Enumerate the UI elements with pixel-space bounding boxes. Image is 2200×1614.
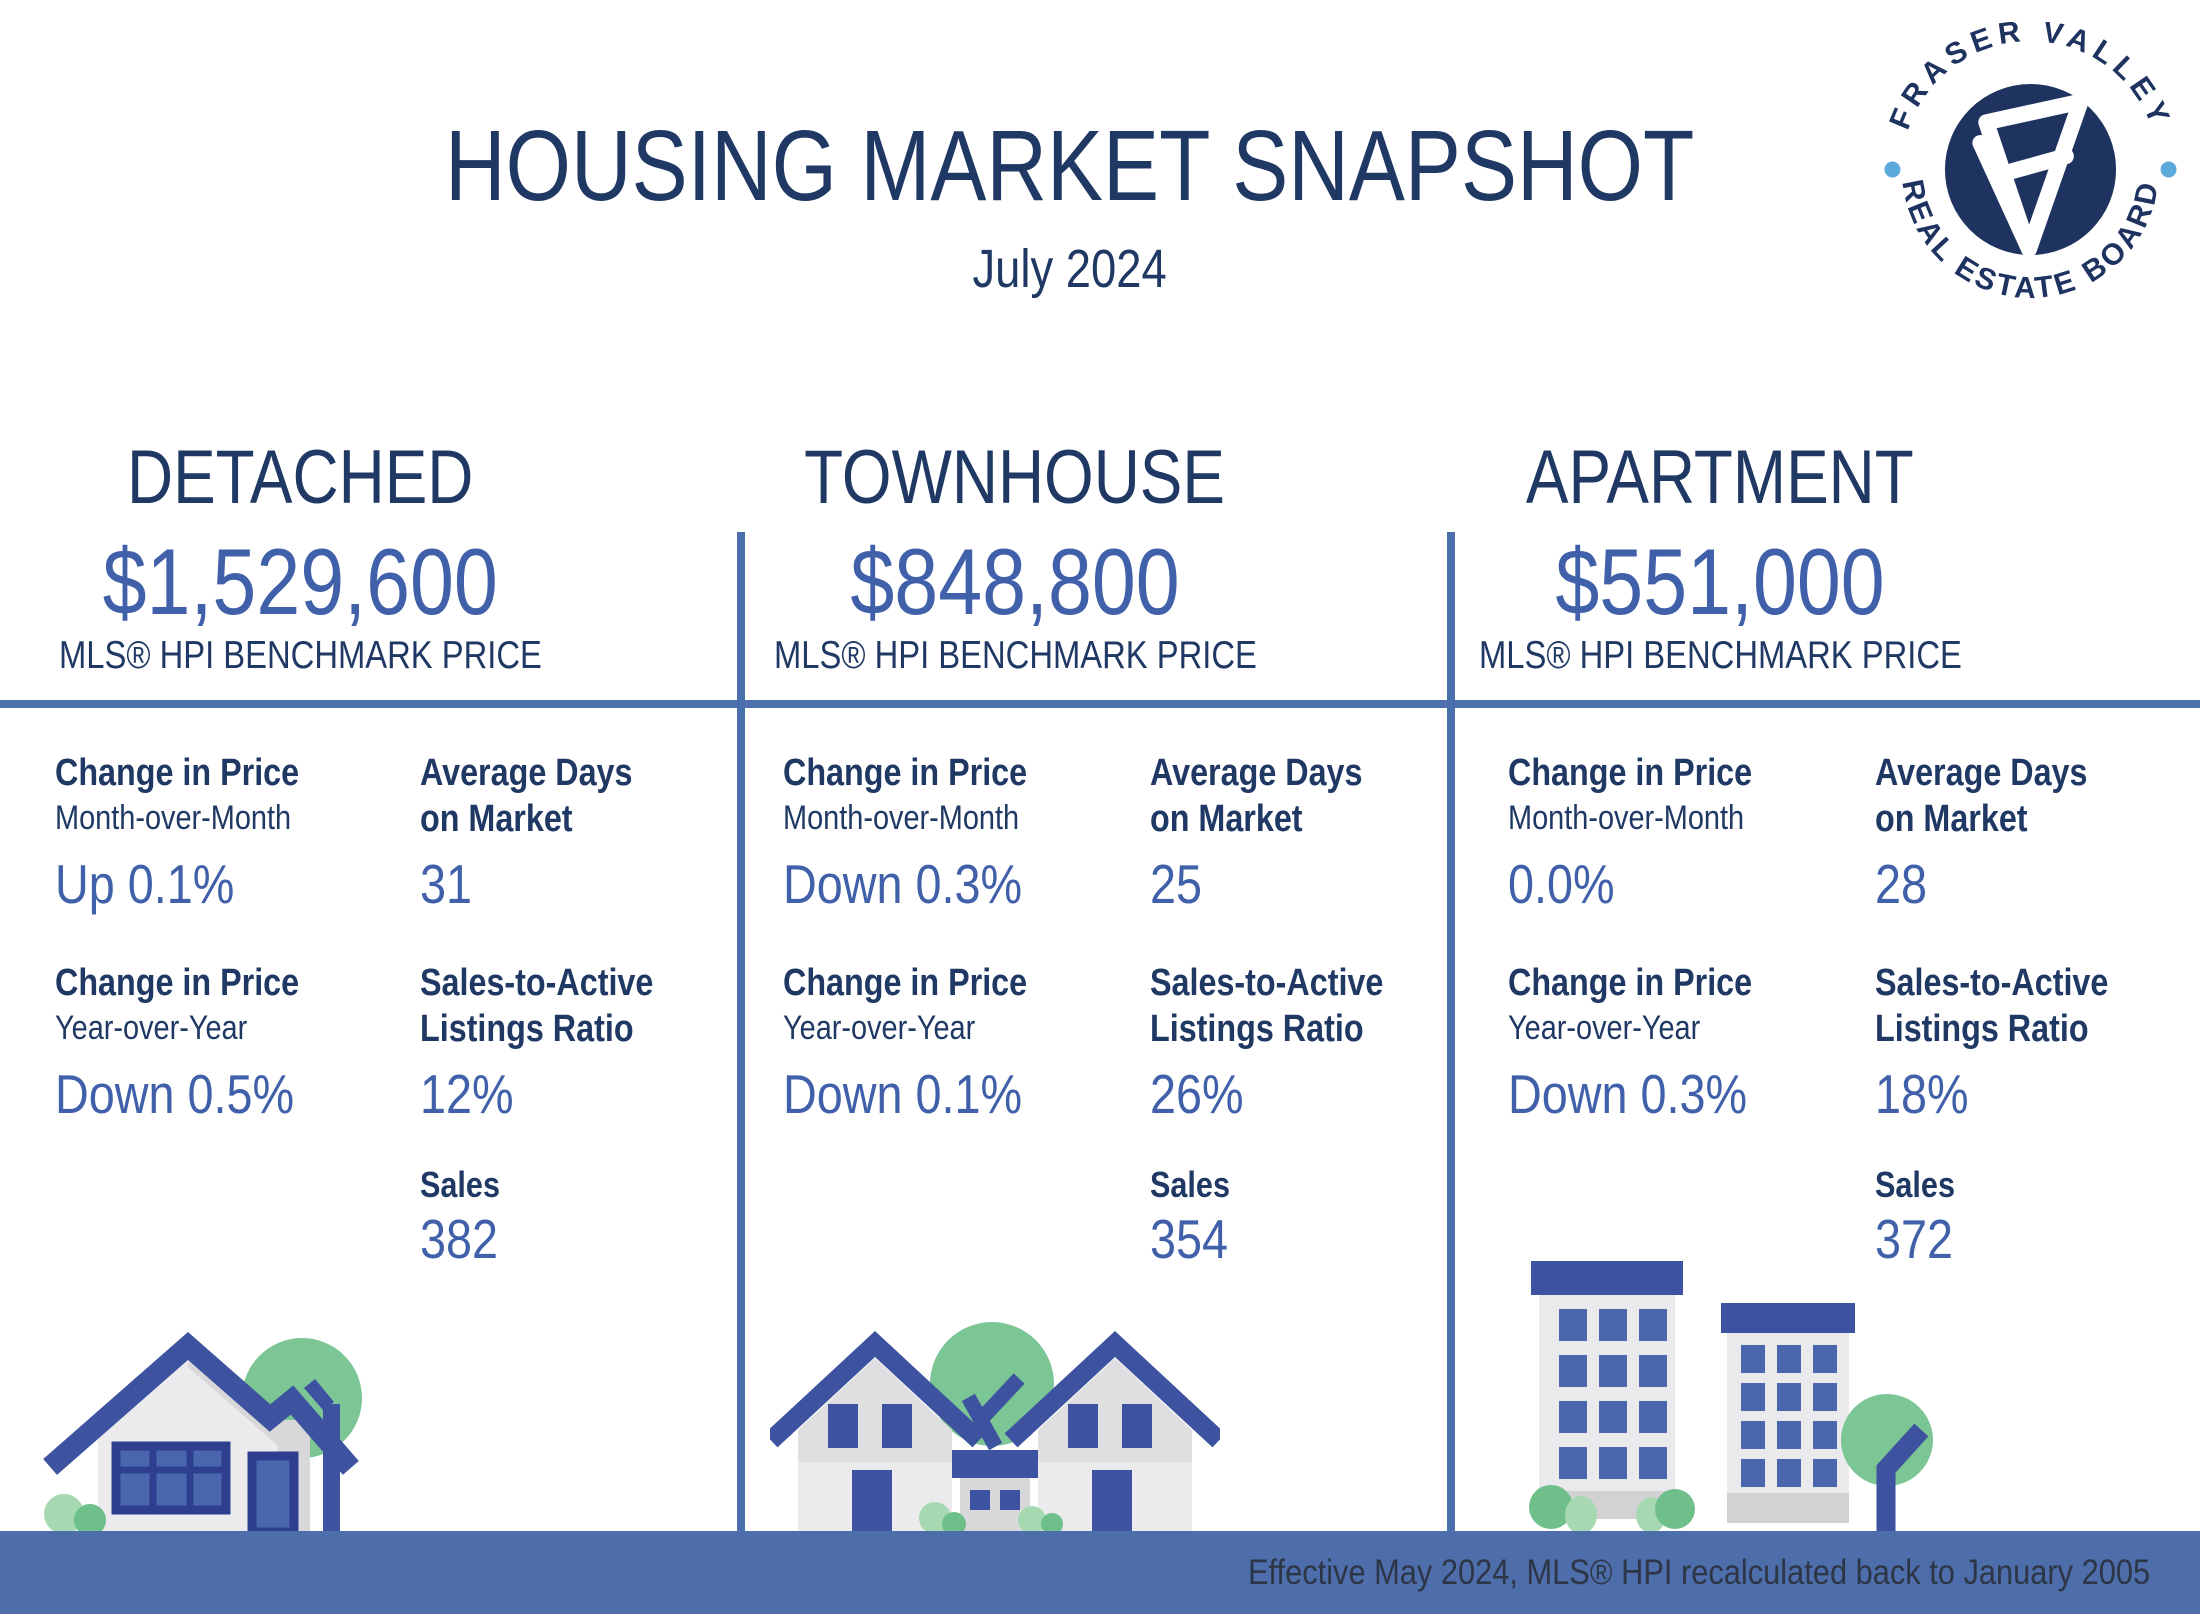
apartment-change-yoy-stat: Change in Price Year-over-Year Down 0.3% [1508,960,1797,1124]
stat-value: 372 [1875,1208,1954,1270]
stat-label: Sales [1150,1164,1230,1205]
townhouse-benchmark-price: $848,800 [850,529,1180,634]
stat-sublabel: Year-over-Year [55,1009,248,1047]
stat-label: Sales-to-Active Listings Ratio [1150,962,1384,1050]
bush-icon [44,1494,106,1536]
detached-title: DETACHED [126,435,474,520]
apartment-benchmark-price: $551,000 [1555,529,1885,634]
detached-house-illustration [40,1318,380,1537]
right-building-icon [1721,1303,1855,1523]
tree-icon [1841,1394,1933,1544]
bush-icon [919,1502,1063,1536]
stat-label: Sales-to-Active Listings Ratio [420,962,654,1050]
apartment-buildings-illustration [1525,1255,1935,1544]
detached-benchmark-price: $1,529,600 [102,529,498,634]
detached-avg-days-stat: Average Days on Market 31 [420,750,709,914]
apartment-avg-days-stat: Average Days on Market 28 [1875,750,2164,914]
stat-label: Average Days on Market [1875,752,2088,840]
stat-sublabel: Year-over-Year [783,1009,976,1047]
stat-label: Sales [420,1164,500,1205]
logo-dot-left [1884,161,1901,178]
detached-benchmark-price-label: MLS® HPI BENCHMARK PRICE [58,634,542,677]
title-block: HOUSING MARKET SNAPSHOT [0,112,2140,220]
right-house-icon [1004,1331,1226,1532]
stat-sublabel: Month-over-Month [55,799,292,837]
stat-label: Change in Price [1508,962,1753,1004]
page-subtitle: July 2024 [972,239,1168,299]
stat-label: Change in Price [55,962,300,1004]
tree-branch-icon [961,1373,1025,1451]
apartment-change-mom-stat: Change in Price Month-over-Month 0.0% [1508,750,1797,914]
stat-value: Up 0.1% [55,853,235,915]
stat-value: 26% [1150,1063,1244,1125]
detached-change-yoy-stat: Change in Price Year-over-Year Down 0.5% [55,960,344,1124]
page-title: HOUSING MARKET SNAPSHOT [445,110,1695,222]
detached-change-mom-stat: Change in Price Month-over-Month Up 0.1% [55,750,344,914]
detached-sales-stat: Sales 382 [420,1163,709,1269]
stat-value: 12% [420,1063,514,1125]
window-icon [111,1441,231,1515]
stat-label: Change in Price [1508,752,1753,794]
apartment-benchmark-price-label: MLS® HPI BENCHMARK PRICE [1478,634,1962,677]
townhouse-change-yoy-stat: Change in Price Year-over-Year Down 0.1% [783,960,1072,1124]
townhouse-illustration [764,1312,1226,1537]
bush-icon [1529,1485,1695,1534]
benchmark-horizontal-divider [0,700,2200,708]
door-icon [247,1451,299,1537]
stat-sublabel: Year-over-Year [1508,1009,1701,1047]
stat-value: Down 0.1% [783,1063,1023,1125]
stat-label: Sales-to-Active Listings Ratio [1875,962,2109,1050]
fvreb-logo: FRASER VALLEY REAL ESTATE BOARD [1883,15,2178,317]
townhouse-benchmark-price-label: MLS® HPI BENCHMARK PRICE [773,634,1257,677]
stat-label: Average Days on Market [1150,752,1363,840]
apartment-sales-ratio-stat: Sales-to-Active Listings Ratio 18% [1875,960,2164,1124]
stat-label: Change in Price [783,752,1028,794]
stat-label: Sales [1875,1164,1955,1205]
stat-label: Change in Price [55,752,300,794]
stat-sublabel: Month-over-Month [1508,799,1745,837]
fvreb-logo-graphic: FRASER VALLEY REAL ESTATE BOARD [1883,15,2177,305]
middle-unit-icon [952,1450,1038,1532]
apartment-sales-stat: Sales 372 [1875,1163,2164,1269]
house-icon [43,1332,359,1537]
logo-fv-monogram-icon [1972,93,2089,258]
stat-value: Down 0.3% [783,853,1023,915]
footer-note: Effective May 2024, MLS® HPI recalculate… [1247,1553,2150,1592]
stat-value: 25 [1150,853,1203,915]
townhouse-change-mom-stat: Change in Price Month-over-Month Down 0.… [783,750,1072,914]
stat-value: Down 0.3% [1508,1063,1748,1125]
left-building-icon [1531,1261,1683,1519]
column-divider-1 [737,532,745,1531]
stat-label: Average Days on Market [420,752,633,840]
footer-bar: Effective May 2024, MLS® HPI recalculate… [0,1531,2200,1614]
stat-value: 18% [1875,1063,1969,1125]
left-house-icon [764,1331,986,1532]
subtitle-block: July 2024 [0,238,2140,300]
townhouse-column-header: TOWNHOUSE $848,800 MLS® HPI BENCHMARK PR… [715,438,1315,678]
detached-column-header: DETACHED $1,529,600 MLS® HPI BENCHMARK P… [0,438,600,678]
stat-label: Change in Price [783,962,1028,1004]
stat-value: 0.0% [1508,853,1615,915]
townhouse-title: TOWNHOUSE [804,435,1226,520]
stat-value: Down 0.5% [55,1063,295,1125]
apartment-column-header: APARTMENT $551,000 MLS® HPI BENCHMARK PR… [1420,438,2020,678]
stat-value: 31 [420,853,473,915]
stat-value: 382 [420,1208,499,1270]
stat-value: 354 [1150,1208,1229,1270]
column-divider-2 [1447,532,1455,1531]
stat-sublabel: Month-over-Month [783,799,1020,837]
townhouse-sales-stat: Sales 354 [1150,1163,1439,1269]
townhouse-avg-days-stat: Average Days on Market 25 [1150,750,1439,914]
townhouse-sales-ratio-stat: Sales-to-Active Listings Ratio 26% [1150,960,1439,1124]
logo-dot-right [2160,161,2177,178]
stat-value: 28 [1875,853,1928,915]
detached-sales-ratio-stat: Sales-to-Active Listings Ratio 12% [420,960,709,1124]
apartment-title: APARTMENT [1526,435,1914,520]
